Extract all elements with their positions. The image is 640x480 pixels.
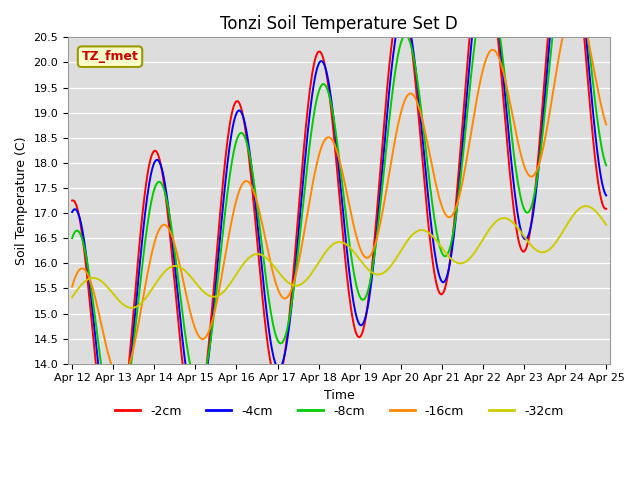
-8cm	[494, 20, 502, 26]
-4cm	[83, 255, 90, 261]
-8cm	[113, 428, 120, 433]
-32cm	[494, 217, 502, 223]
-8cm	[541, 103, 549, 109]
-4cm	[494, 22, 502, 28]
-2cm	[108, 463, 116, 468]
-32cm	[83, 277, 90, 283]
-32cm	[133, 303, 141, 309]
-2cm	[541, 63, 549, 69]
-32cm	[541, 249, 549, 254]
-32cm	[602, 222, 610, 228]
Line: -4cm: -4cm	[72, 0, 606, 455]
-16cm	[494, 53, 502, 59]
-4cm	[133, 291, 141, 297]
X-axis label: Time: Time	[324, 389, 355, 402]
-8cm	[133, 311, 141, 316]
-2cm	[214, 232, 222, 238]
-4cm	[111, 452, 118, 457]
-2cm	[83, 268, 90, 274]
Line: -16cm: -16cm	[72, 6, 606, 380]
Y-axis label: Soil Temperature (C): Soil Temperature (C)	[15, 136, 28, 265]
-8cm	[214, 273, 222, 278]
-8cm	[602, 163, 610, 168]
Line: -32cm: -32cm	[72, 206, 606, 308]
Text: TZ_fmet: TZ_fmet	[81, 50, 138, 63]
-16cm	[487, 48, 495, 53]
-16cm	[83, 269, 90, 275]
-16cm	[116, 377, 124, 383]
-16cm	[133, 329, 141, 335]
Line: -8cm: -8cm	[72, 0, 606, 431]
-2cm	[602, 206, 610, 212]
-32cm	[487, 224, 495, 230]
-16cm	[541, 133, 549, 139]
-2cm	[133, 269, 141, 275]
-2cm	[68, 198, 76, 204]
Line: -2cm: -2cm	[72, 0, 606, 466]
-4cm	[541, 87, 549, 93]
-32cm	[68, 294, 76, 300]
-4cm	[602, 192, 610, 198]
-8cm	[68, 235, 76, 241]
-16cm	[602, 121, 610, 127]
-8cm	[83, 255, 90, 261]
-32cm	[128, 305, 136, 311]
-16cm	[572, 3, 579, 9]
-16cm	[68, 284, 76, 289]
-4cm	[214, 255, 222, 261]
-32cm	[214, 293, 222, 299]
-4cm	[68, 209, 76, 215]
Title: Tonzi Soil Temperature Set D: Tonzi Soil Temperature Set D	[220, 15, 458, 33]
-32cm	[582, 203, 589, 209]
-16cm	[214, 292, 222, 298]
Legend: -2cm, -4cm, -8cm, -16cm, -32cm: -2cm, -4cm, -8cm, -16cm, -32cm	[110, 400, 568, 423]
-2cm	[494, 37, 502, 43]
